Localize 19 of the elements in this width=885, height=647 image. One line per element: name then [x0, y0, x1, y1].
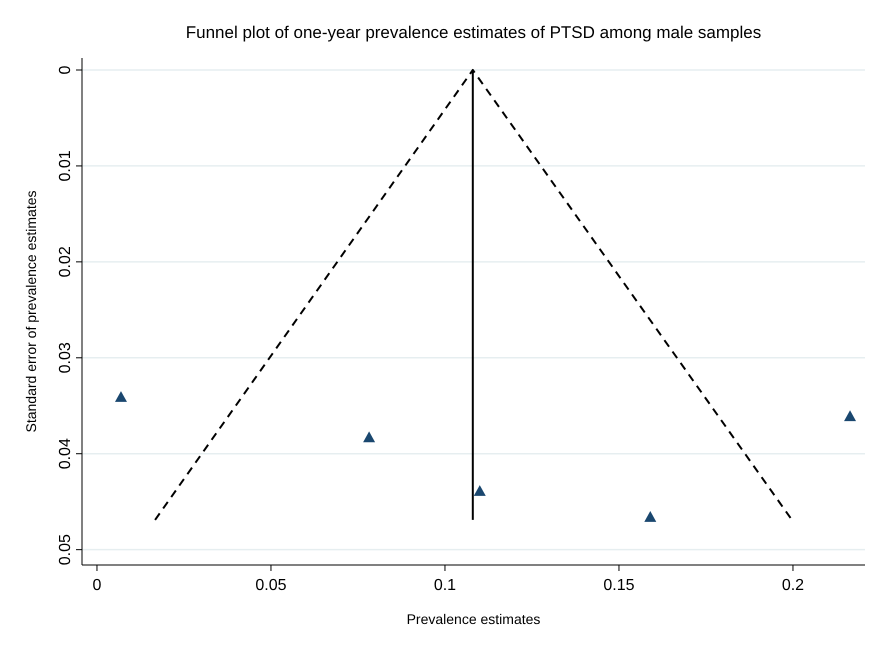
y-tick-label: 0.03: [57, 342, 74, 374]
point: [474, 485, 486, 496]
x-tick-label: 0.15: [603, 577, 635, 594]
x-tick-label: 0: [92, 577, 102, 594]
y-axis-title: Standard error of prevalence estimates: [23, 190, 39, 433]
x-tick-label: 0.05: [255, 577, 287, 594]
y-tick-label: 0.02: [57, 246, 74, 278]
y-tick-label: 0.01: [57, 150, 74, 182]
y-tick-label: 0.04: [57, 438, 74, 470]
chart-title: Funnel plot of one-year prevalence estimates of PTSD among male samples: [186, 23, 762, 42]
x-axis-title: Prevalence estimates: [406, 611, 540, 627]
point: [114, 391, 127, 402]
x-tick-label: 0.1: [434, 577, 456, 594]
point: [363, 431, 376, 442]
point: [644, 511, 656, 522]
y-tick-label: 0.05: [57, 534, 74, 566]
x-tick-label: 0.2: [782, 577, 804, 594]
point: [844, 410, 856, 422]
y-tick-label: 0: [57, 65, 74, 74]
